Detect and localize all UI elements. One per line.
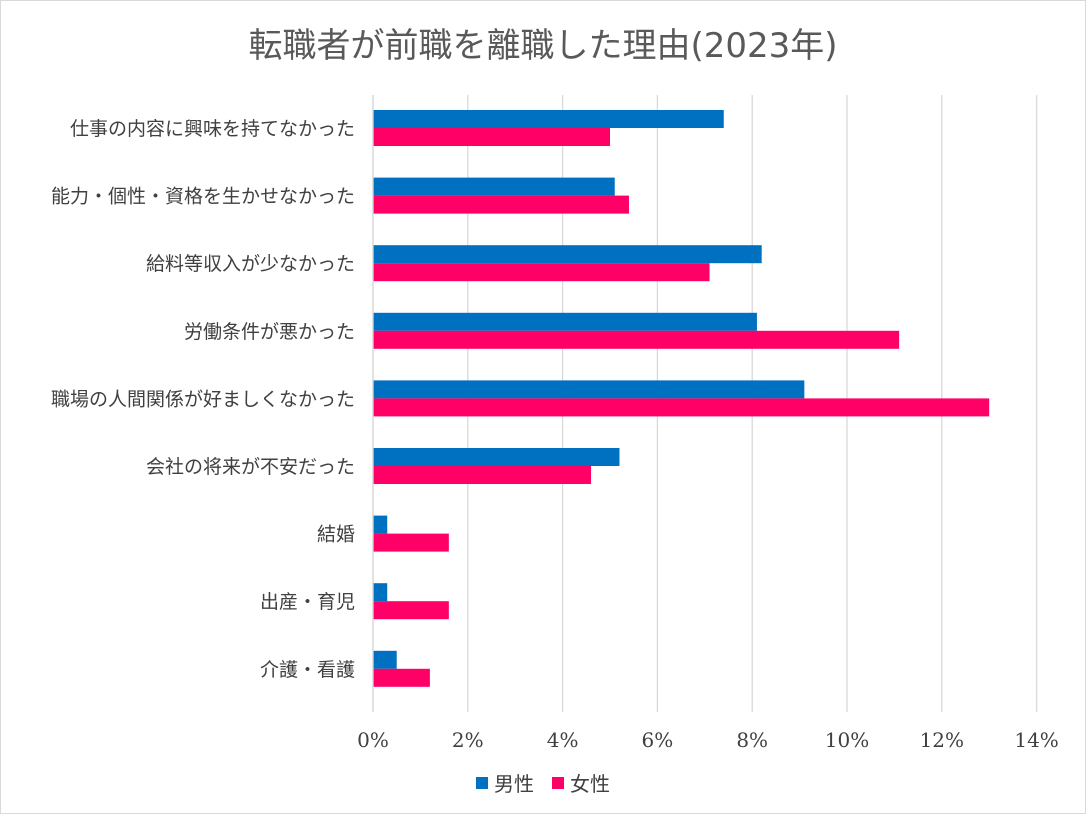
bar-male (373, 583, 388, 602)
bar-female (373, 330, 900, 349)
x-tick-label: 2% (452, 728, 484, 752)
bar-male (373, 515, 388, 534)
bar-female (373, 466, 592, 484)
category-label: 介護・看護 (260, 659, 355, 681)
category-label: 職場の人間関係が好ましくなかった (51, 388, 355, 410)
legend-label-male: 男性 (494, 772, 534, 796)
bar-female (373, 128, 610, 146)
category-label: 出産・育児 (260, 591, 355, 613)
chart-title: 転職者が前職を離職した理由(2023年) (248, 26, 838, 66)
bar-male (373, 650, 397, 669)
x-tick-label: 8% (736, 728, 768, 752)
bar-male (373, 312, 757, 331)
legend-item-male: 男性 (476, 768, 534, 797)
x-tick-label: 10% (825, 728, 869, 752)
bar-female (373, 601, 449, 620)
bar-female (373, 668, 430, 687)
bar-female (373, 533, 449, 552)
legend-label-female: 女性 (570, 772, 610, 796)
x-tick-label: 0% (357, 728, 389, 752)
bar-male (373, 110, 724, 128)
category-label: 労働条件が悪かった (184, 321, 355, 343)
category-label: 能力・個性・資格を生かせなかった (51, 186, 355, 208)
x-tick-label: 4% (547, 728, 579, 752)
bar-male (373, 177, 615, 196)
bar-male (373, 380, 805, 399)
bar-male (373, 245, 762, 264)
bar-female (373, 398, 990, 417)
legend-swatch-female (552, 776, 564, 789)
category-label: 結婚 (317, 524, 355, 546)
category-label: 給料等収入が少なかった (146, 253, 355, 275)
legend-swatch-male (476, 776, 488, 789)
bar-male (373, 448, 620, 466)
category-label: 会社の将来が不安だった (146, 456, 355, 478)
x-tick-label: 12% (920, 728, 964, 752)
legend: 男性 女性 (0, 768, 1086, 797)
category-label: 仕事の内容に興味を持てなかった (70, 118, 355, 140)
bar-female (373, 195, 629, 214)
x-tick-label: 6% (642, 728, 674, 752)
x-tick-label: 14% (1014, 728, 1058, 752)
bar-female (373, 263, 710, 282)
legend-item-female: 女性 (552, 768, 610, 797)
